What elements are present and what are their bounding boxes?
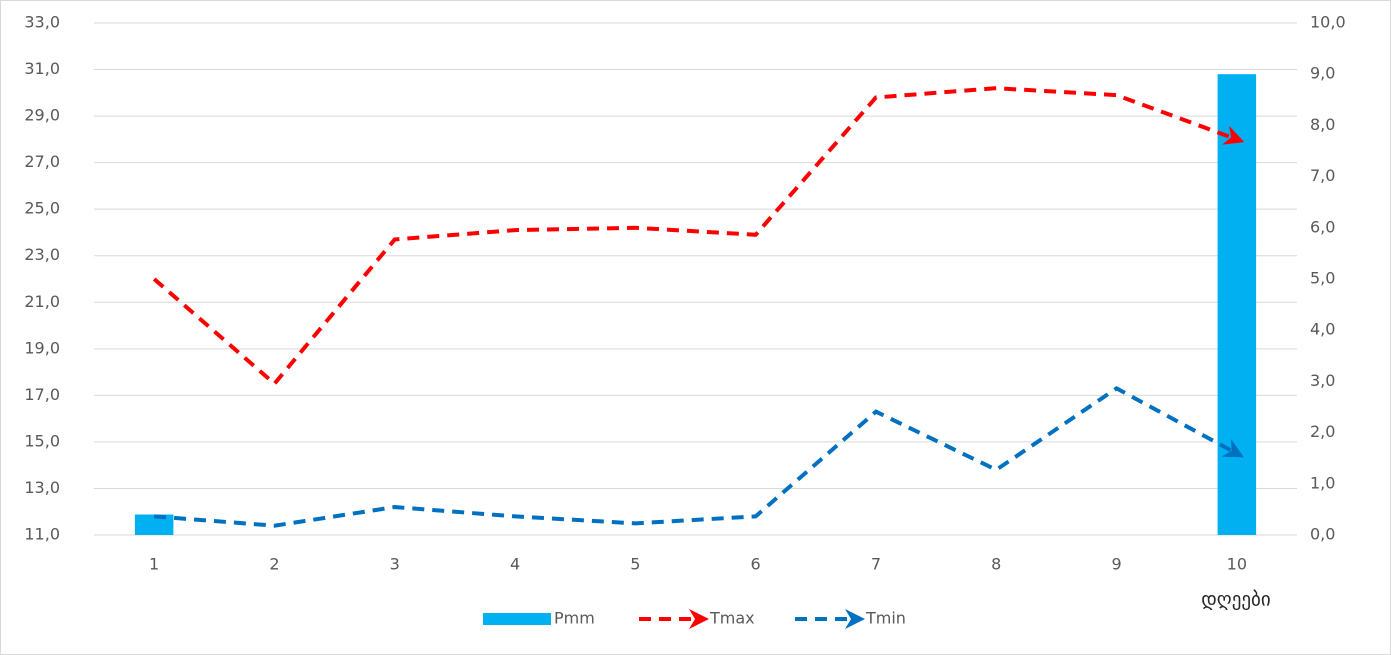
y-tick-label: 21,0 <box>24 292 60 311</box>
legend-label: Tmax <box>709 609 755 628</box>
y2-tick-label: 5,0 <box>1310 269 1335 288</box>
y-tick-label: 23,0 <box>24 245 60 264</box>
y2-tick-label: 9,0 <box>1310 64 1335 83</box>
y2-tick-label: 4,0 <box>1310 320 1335 339</box>
x-tick-label: 2 <box>269 555 279 574</box>
x-tick-label: 1 <box>149 555 159 574</box>
legend-label: Pmm <box>554 609 595 628</box>
bar <box>1217 74 1257 535</box>
x-tick-label: 10 <box>1227 555 1247 574</box>
y-tick-label: 11,0 <box>24 525 60 544</box>
x-tick-label: 5 <box>630 555 640 574</box>
x-tick-label: 9 <box>1111 555 1121 574</box>
line <box>153 386 1244 528</box>
y2-tick-label: 10,0 <box>1310 13 1346 32</box>
y-tick-label: 19,0 <box>24 338 60 357</box>
y2-tick-label: 2,0 <box>1310 422 1335 441</box>
y-tick-label: 25,0 <box>24 199 60 218</box>
legend-label: Tmin <box>865 609 906 628</box>
y-tick-label: 17,0 <box>24 385 60 404</box>
x-axis-label: დღეები <box>1201 589 1270 611</box>
y-tick-label: 13,0 <box>24 478 60 497</box>
y2-tick-label: 0,0 <box>1310 525 1335 544</box>
bar <box>134 514 174 535</box>
legend-swatch <box>483 613 551 625</box>
x-tick-label: 7 <box>871 555 881 574</box>
x-tick-label: 6 <box>751 555 761 574</box>
y-tick-label: 31,0 <box>24 59 60 78</box>
y-tick-label: 29,0 <box>24 106 60 125</box>
x-tick-label: 3 <box>390 555 400 574</box>
x-tick-label: 8 <box>991 555 1001 574</box>
line <box>152 86 1245 387</box>
y2-tick-label: 1,0 <box>1310 473 1335 492</box>
y2-tick-label: 7,0 <box>1310 166 1335 185</box>
y2-tick-label: 8,0 <box>1310 115 1335 134</box>
x-tick-label: 4 <box>510 555 520 574</box>
y2-tick-label: 3,0 <box>1310 371 1335 390</box>
y2-tick-label: 6,0 <box>1310 217 1335 236</box>
y-tick-label: 15,0 <box>24 431 60 450</box>
y-tick-label: 33,0 <box>24 13 60 32</box>
y-tick-label: 27,0 <box>24 152 60 171</box>
